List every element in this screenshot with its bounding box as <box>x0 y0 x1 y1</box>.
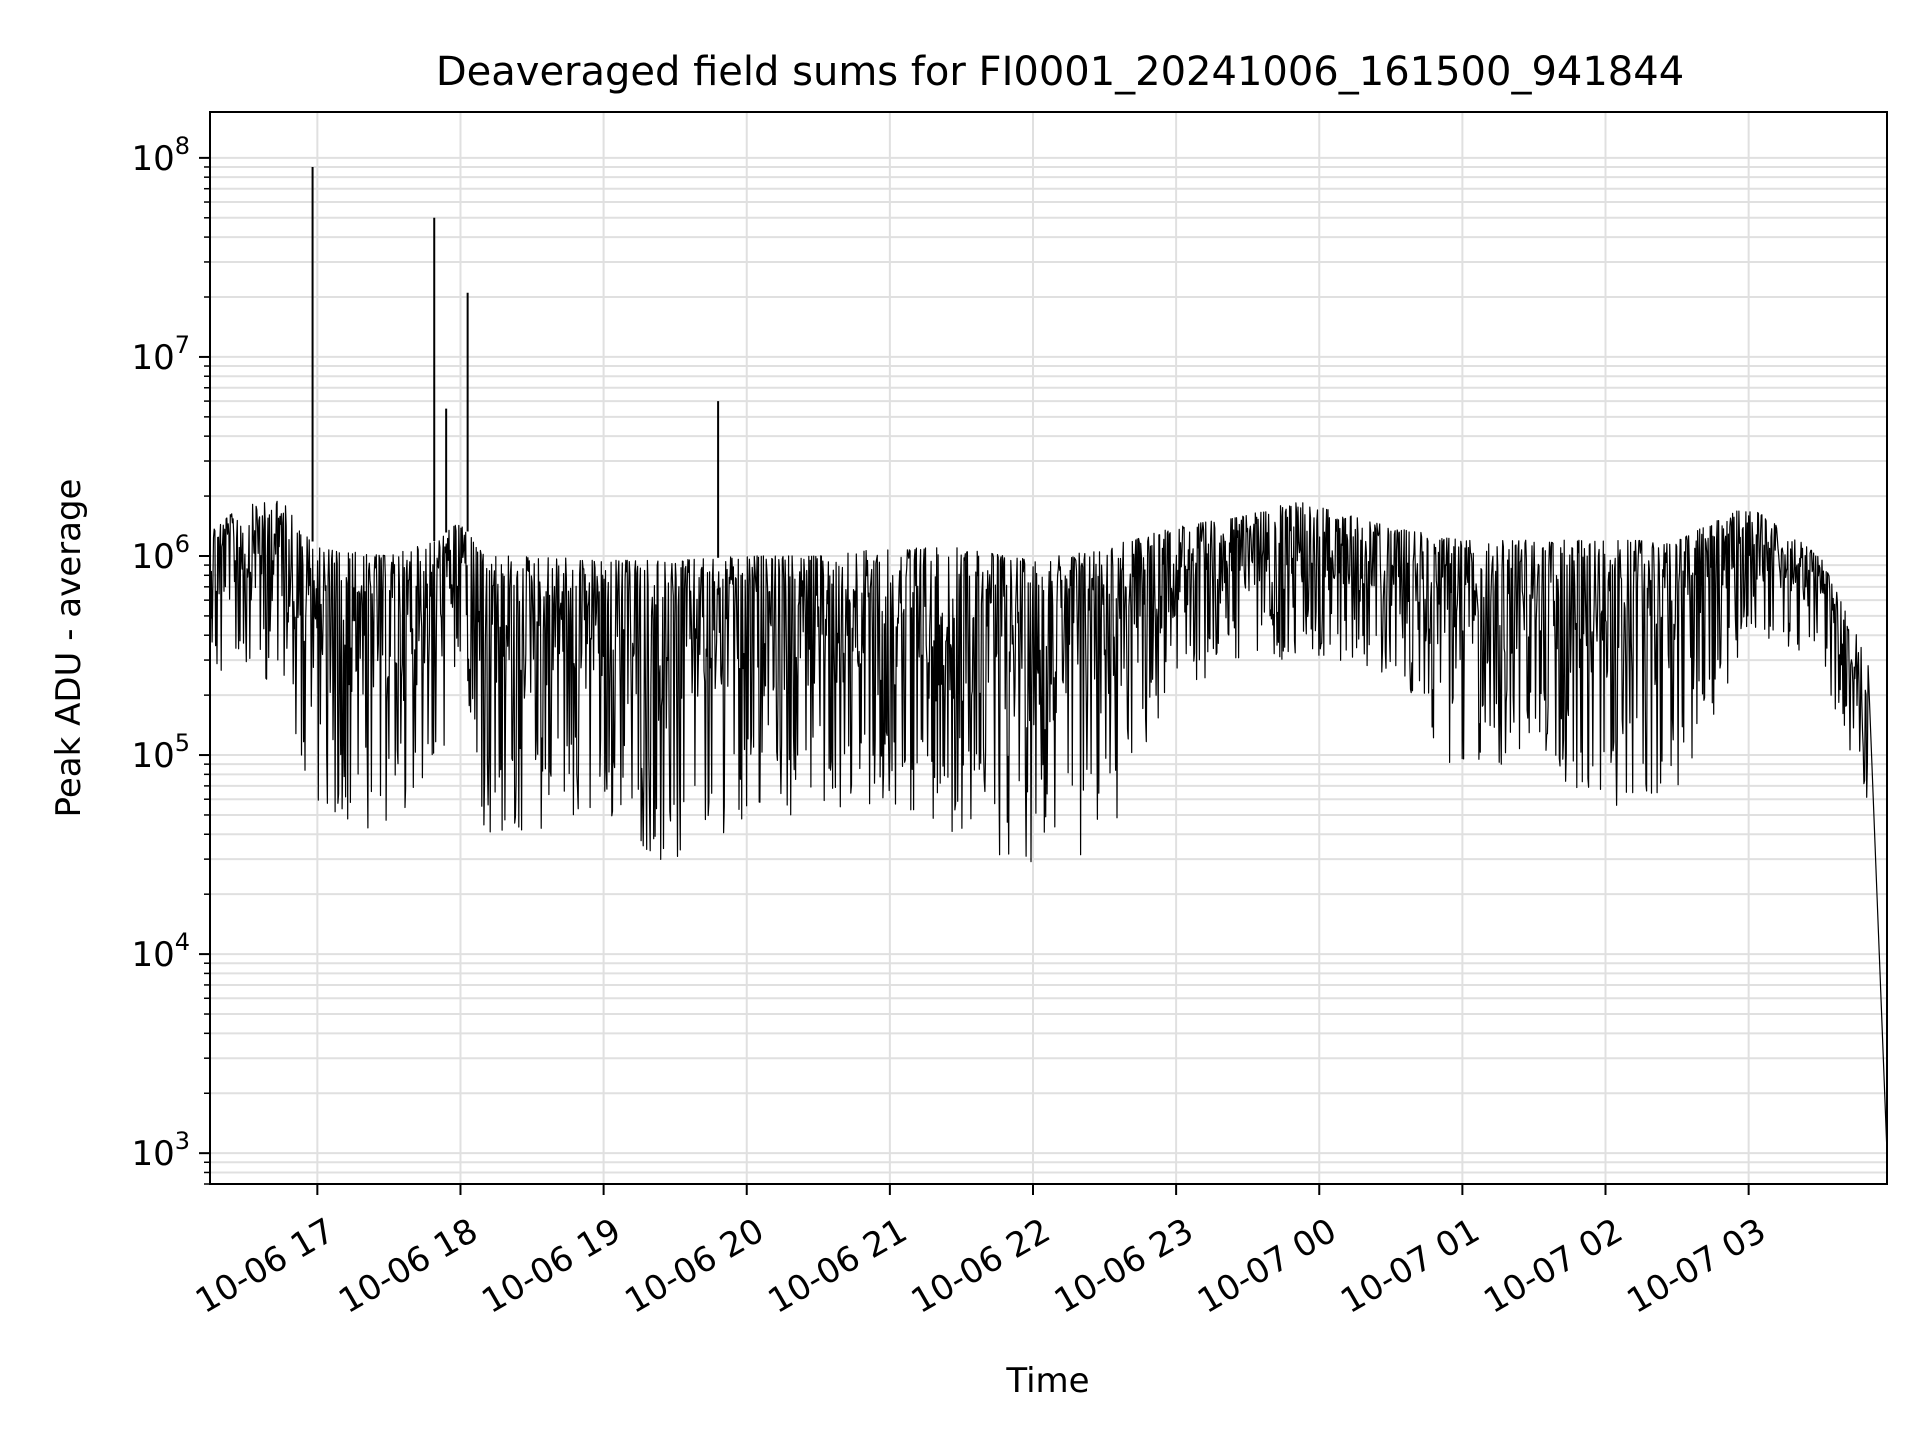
chart-title: Deaveraged field sums for FI0001_2024100… <box>436 49 1684 95</box>
x-tick-label: 10-07 00 <box>1191 1211 1343 1322</box>
x-tick-label: 10-06 23 <box>1048 1211 1200 1322</box>
y-axis: 103 104 105 106 107 108 <box>131 132 210 1185</box>
y-tick-label: 105 <box>131 729 190 776</box>
plot-frame <box>209 111 1888 1185</box>
x-tick-label: 10-06 21 <box>762 1211 914 1322</box>
y-axis-label: Peak ADU - average <box>49 479 89 818</box>
y-tick-label: 103 <box>131 1127 190 1174</box>
x-tick-label: 10-07 02 <box>1477 1211 1629 1322</box>
y-tick-label: 108 <box>131 132 190 179</box>
series-line <box>209 500 1888 1154</box>
x-tick-label: 10-06 22 <box>905 1211 1057 1322</box>
series <box>209 166 1888 1154</box>
y-tick-label: 104 <box>131 928 190 975</box>
x-tick-label: 10-06 20 <box>618 1211 770 1322</box>
x-tick-label: 10-06 18 <box>332 1211 484 1322</box>
x-tick-label: 10-06 19 <box>475 1211 627 1322</box>
y-tick-label: 107 <box>131 331 190 378</box>
x-axis-label: Time <box>1005 1361 1089 1401</box>
x-tick-label: 10-07 03 <box>1620 1211 1772 1322</box>
x-tick-label: 10-06 17 <box>189 1211 341 1322</box>
y-tick-label: 106 <box>131 530 190 577</box>
x-tick-label: 10-07 01 <box>1334 1211 1486 1322</box>
